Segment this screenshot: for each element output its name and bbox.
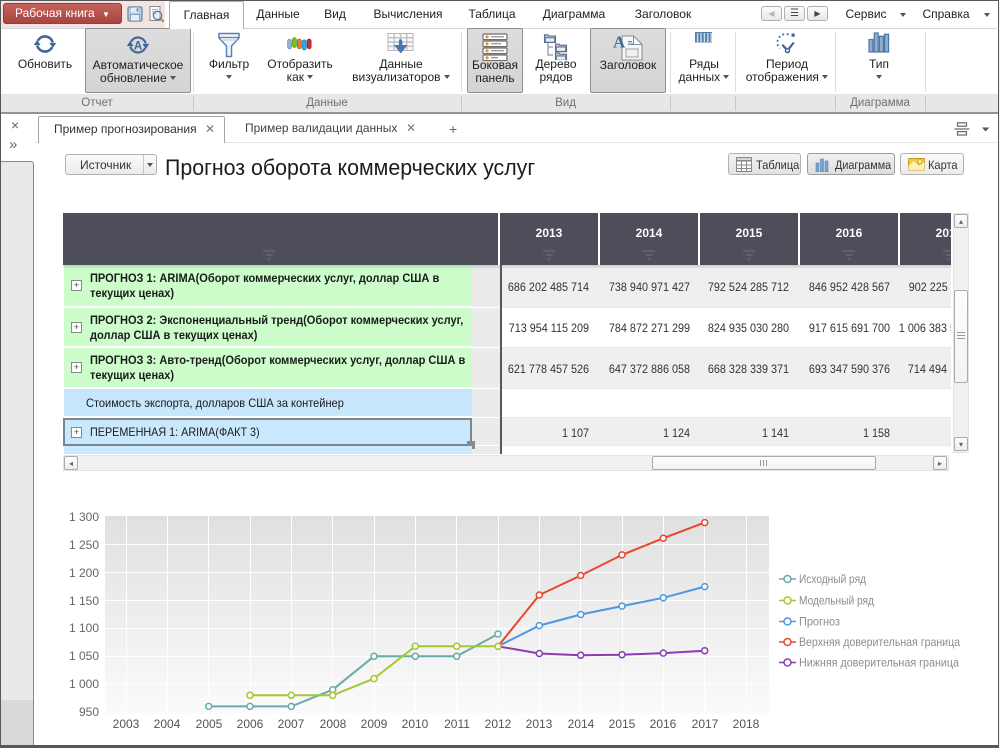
svg-text:2010: 2010 [402, 717, 429, 731]
svg-text:2013: 2013 [526, 717, 553, 731]
svg-text:1 150: 1 150 [69, 594, 99, 608]
svg-text:A: A [134, 41, 143, 53]
svg-text:2011: 2011 [444, 717, 470, 731]
svg-text:1 100: 1 100 [69, 621, 99, 635]
svg-text:Исходный ряд: Исходный ряд [799, 572, 866, 586]
svg-text:2014: 2014 [568, 717, 595, 731]
svg-text:1 300: 1 300 [69, 510, 99, 524]
svg-text:2007: 2007 [278, 717, 305, 731]
svg-text:2009: 2009 [361, 717, 388, 731]
svg-text:Прогноз: Прогноз [799, 615, 840, 629]
svg-text:Верхняя доверительная граница: Верхняя доверительная граница [799, 635, 960, 649]
svg-text:2005: 2005 [196, 717, 223, 731]
svg-text:2015: 2015 [609, 717, 636, 731]
svg-text:Модельный ряд: Модельный ряд [799, 594, 874, 608]
svg-text:2004: 2004 [154, 717, 181, 731]
svg-text:2018: 2018 [733, 717, 760, 731]
svg-text:1 000: 1 000 [69, 677, 99, 691]
svg-text:2016: 2016 [650, 717, 677, 731]
svg-text:Нижняя доверительная граница: Нижняя доверительная граница [799, 656, 959, 670]
svg-text:1 050: 1 050 [69, 649, 99, 663]
svg-text:A: A [613, 33, 626, 52]
svg-text:950: 950 [79, 705, 99, 719]
svg-text:2008: 2008 [320, 717, 347, 731]
svg-text:2017: 2017 [692, 717, 719, 731]
svg-text:2006: 2006 [237, 717, 264, 731]
svg-text:1 200: 1 200 [69, 566, 99, 580]
svg-text:1 250: 1 250 [69, 538, 99, 552]
svg-text:2003: 2003 [113, 717, 140, 731]
svg-text:2012: 2012 [485, 717, 512, 731]
